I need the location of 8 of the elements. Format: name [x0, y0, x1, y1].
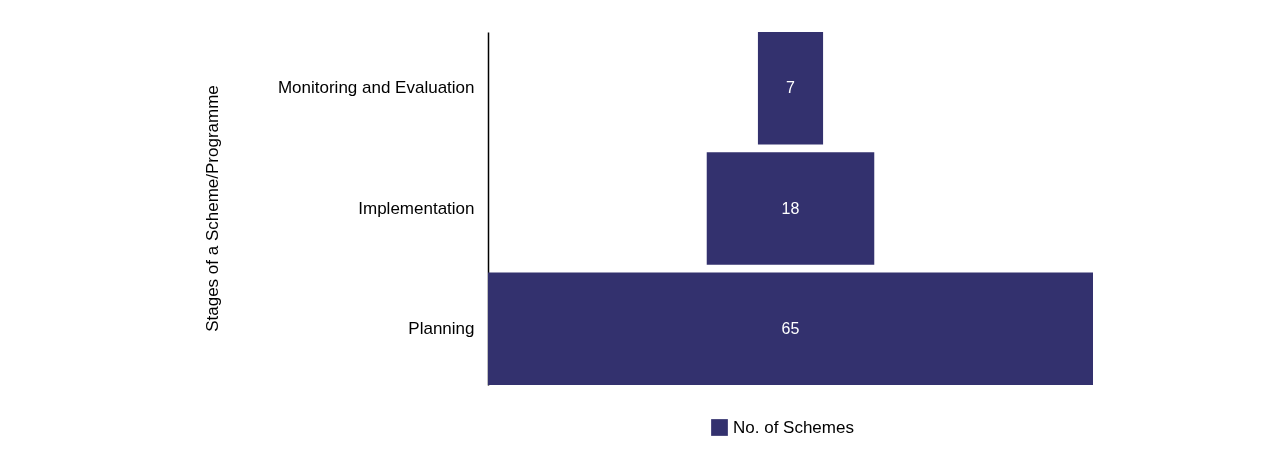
category-label: Monitoring and Evaluation	[277, 78, 475, 98]
category-label: Implementation	[358, 198, 475, 218]
data-label: 65	[781, 319, 800, 337]
data-label: 7	[786, 79, 796, 97]
data-label: 18	[781, 199, 800, 217]
legend-label: No. of Schemes	[733, 417, 854, 437]
text: Stages of a Scheme/Programme	[202, 85, 222, 332]
category-label: Planning	[408, 318, 475, 338]
